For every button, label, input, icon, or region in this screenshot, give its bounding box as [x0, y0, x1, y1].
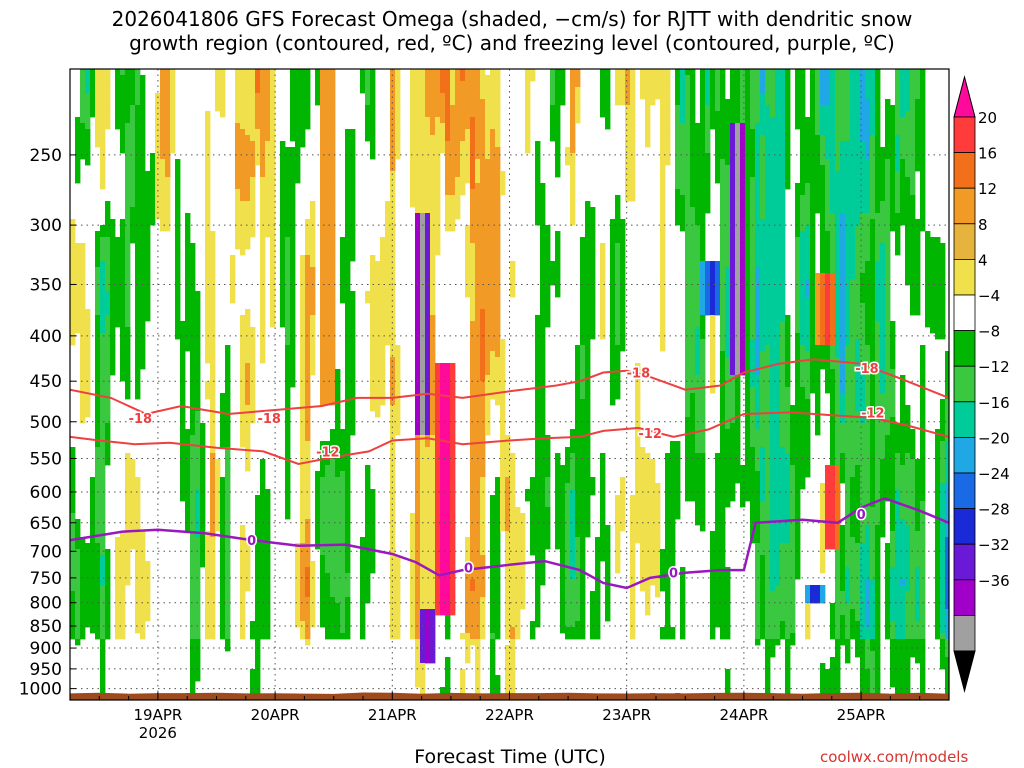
- colorbar-segment-10: [954, 437, 975, 473]
- colorbar-bottom-arrow: [954, 651, 975, 691]
- colorbar-segment-1: [954, 117, 975, 153]
- credit-text: coolwx.com/models: [820, 748, 968, 766]
- colorbar-segment-9: [954, 402, 975, 438]
- y-tick-label-450: 450: [30, 372, 62, 392]
- contour-label-7: 0: [247, 534, 256, 549]
- colorbar-label-10: −24: [978, 465, 1010, 483]
- colorbar-segment-11: [954, 473, 975, 509]
- colorbar-segment-4: [954, 224, 975, 260]
- colorbar-label-8: −16: [978, 394, 1010, 412]
- colorbar-label-6: −8: [978, 323, 1000, 341]
- contour-label-2: -12: [316, 445, 340, 460]
- contour-label-4: -12: [638, 427, 662, 442]
- y-tick-label-350: 350: [30, 275, 62, 295]
- colorbar-label-4: 4: [978, 251, 988, 269]
- colorbar-segment-13: [954, 544, 975, 580]
- colorbar-label-1: 16: [978, 145, 997, 163]
- omega-shaded-field: [70, 69, 950, 705]
- colorbar-label-3: 8: [978, 216, 988, 234]
- y-tick-label-250: 250: [30, 146, 62, 166]
- colorbar-segment-7: [954, 331, 975, 367]
- colorbar-segment-3: [954, 188, 975, 224]
- colorbar-segment-15: [954, 615, 975, 651]
- x-tick-sublabel-19APR: 2026: [139, 724, 177, 742]
- colorbar-label-5: −4: [978, 287, 1000, 305]
- y-tick-label-550: 550: [30, 449, 62, 469]
- colorbar-segment-8: [954, 366, 975, 402]
- x-tick-label-23APR: 23APR: [602, 706, 651, 724]
- colorbar-label-13: −36: [978, 572, 1010, 590]
- pressure-axis: 2503003504004505005506006507007508008509…: [19, 146, 76, 700]
- y-tick-label-900: 900: [30, 639, 62, 659]
- colorbar-segment-2: [954, 153, 975, 189]
- y-tick-label-400: 400: [30, 327, 62, 347]
- y-tick-label-300: 300: [30, 216, 62, 236]
- x-tick-label-20APR: 20APR: [251, 706, 300, 724]
- x-tick-label-21APR: 21APR: [368, 706, 417, 724]
- y-tick-label-700: 700: [30, 542, 62, 562]
- contour-label-8: 0: [464, 561, 473, 576]
- y-tick-label-950: 950: [30, 660, 62, 680]
- y-tick-label-750: 750: [30, 569, 62, 589]
- contour-label-0: -18: [129, 412, 153, 427]
- colorbar-label-2: 12: [978, 180, 997, 198]
- x-axis-label: Forecast Time (UTC): [330, 746, 690, 768]
- colorbar-segment-14: [954, 580, 975, 616]
- colorbar: 20 16 12 8 4 −4 −8 −12 −16 −20 −24 −28 −32 −36: [954, 77, 1010, 691]
- contour-label-10: 0: [857, 508, 866, 523]
- contour-label-5: -18: [855, 362, 879, 377]
- y-tick-label-600: 600: [30, 483, 62, 503]
- colorbar-label-0: 20: [978, 109, 997, 127]
- x-tick-label-22APR: 22APR: [485, 706, 534, 724]
- contour-label-9: 0: [669, 567, 678, 582]
- contour-label-6: -12: [861, 406, 885, 421]
- colorbar-label-12: −32: [978, 536, 1010, 554]
- y-tick-label-650: 650: [30, 514, 62, 534]
- y-tick-label-800: 800: [30, 594, 62, 614]
- colorbar-label-7: −12: [978, 358, 1010, 376]
- contour-label-3: -18: [627, 367, 651, 382]
- y-tick-label-850: 850: [30, 617, 62, 637]
- colorbar-segment-6: [954, 295, 975, 331]
- colorbar-label-11: −28: [978, 501, 1010, 519]
- colorbar-segment-5: [954, 259, 975, 295]
- x-tick-label-25APR: 25APR: [837, 706, 886, 724]
- colorbar-label-9: −20: [978, 429, 1010, 447]
- x-tick-label-19APR: 19APR: [133, 706, 182, 724]
- y-tick-label-500: 500: [30, 413, 62, 433]
- contour-label-1: -18: [257, 412, 281, 427]
- y-tick-label-1000: 1000: [19, 680, 62, 700]
- x-tick-label-24APR: 24APR: [719, 706, 768, 724]
- colorbar-top-arrow: [954, 77, 975, 117]
- colorbar-segment-12: [954, 509, 975, 545]
